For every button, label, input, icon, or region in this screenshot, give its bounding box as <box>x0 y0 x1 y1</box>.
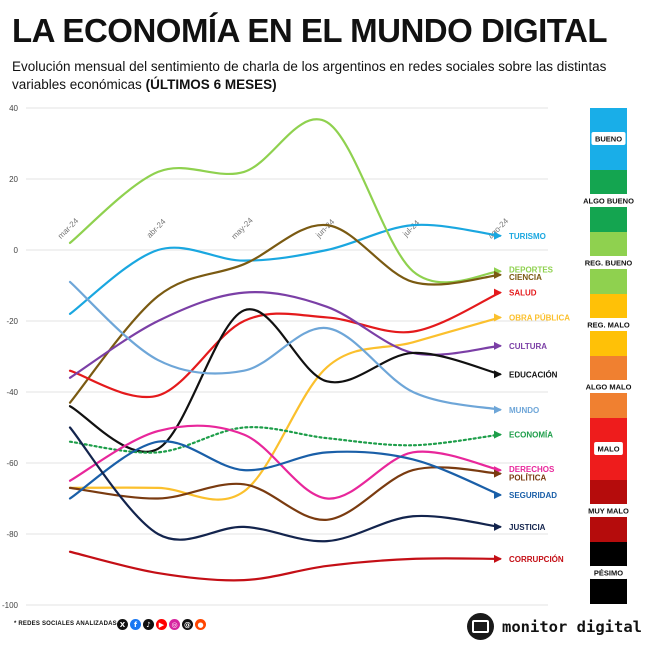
x-tick-label: jun-24 <box>313 217 336 240</box>
brand: monitor digital <box>467 613 642 640</box>
social-networks-note: * REDES SOCIALES ANALIZADAS <box>14 621 117 627</box>
series-arrow-corrupcion <box>494 554 502 563</box>
series-line-seguridad <box>68 440 502 500</box>
monitor-logo-icon <box>467 613 494 640</box>
scale-label-box <box>583 504 634 517</box>
scale-label-bueno: BUENO <box>595 135 622 144</box>
subtitle-text: Evolución mensual del sentimiento de cha… <box>12 59 607 92</box>
series-label-obra-publica: OBRA PÚBLICA <box>509 313 570 322</box>
page-subtitle: Evolución mensual del sentimiento de cha… <box>12 58 622 94</box>
series-label-turismo: TURISMO <box>509 232 546 241</box>
scale-label-box <box>581 318 636 331</box>
series-line-obra-publica <box>68 316 502 501</box>
series-label-economia: ECONOMÍA <box>509 431 553 440</box>
series-label-derechos: DERECHOS <box>509 465 555 474</box>
y-tick-label: -60 <box>6 459 18 468</box>
series-line-salud <box>68 291 502 399</box>
series-label-mundo: MUNDO <box>509 406 539 415</box>
series-line-politica <box>68 466 502 521</box>
scale-label-reg-malo: REG. MALO <box>587 321 630 330</box>
x-tick-label: may-24 <box>230 215 256 241</box>
x-icon: X <box>117 619 128 630</box>
scale-label-box <box>594 442 623 455</box>
y-tick-label: 40 <box>9 104 18 113</box>
facebook-icon: f <box>130 619 141 630</box>
y-tick-label: -100 <box>2 601 19 610</box>
scale-label-box <box>588 566 629 579</box>
y-tick-label: -40 <box>6 388 18 397</box>
y-tick-label: -80 <box>6 530 18 539</box>
series-arrow-seguridad <box>494 490 502 499</box>
scale-label-malo: MALO <box>597 445 619 454</box>
series-label-justicia: JUSTICIA <box>509 523 546 532</box>
x-tick-label: abr-24 <box>145 217 168 240</box>
series-line-economia <box>68 426 502 454</box>
series-line-educacion <box>68 308 502 453</box>
series-arrow-cultura <box>494 341 502 350</box>
instagram-icon: ◎ <box>169 619 180 630</box>
series-label-salud: SALUD <box>509 289 537 298</box>
series-line-deportes <box>68 118 502 284</box>
scale-label-box <box>581 380 636 393</box>
sentiment-scale-bar: BUENO ALGO BUENO REG. BUENO REG. MALO ALGO M… <box>578 108 639 604</box>
series-line-turismo <box>68 223 502 315</box>
scale-label-reg-bueno: REG. BUENO <box>585 259 633 268</box>
series-lines <box>68 118 502 582</box>
series-line-corrupcion <box>68 550 502 582</box>
x-tick-label: jul-24 <box>400 218 421 239</box>
series-label-deportes: DEPORTES <box>509 265 554 274</box>
series-label-politica: POLÍTICA <box>509 474 547 483</box>
youtube-icon: ▶ <box>156 619 167 630</box>
x-axis-labels: mar-24 abr-24 may-24 jun-24 jul-24 ago-24 <box>56 215 511 241</box>
y-tick-label: -20 <box>6 317 18 326</box>
series-label-ciencia: CIENCIA <box>509 273 542 282</box>
series-label-educacion: EDUCACIÓN <box>509 370 558 379</box>
reddit-icon: ● <box>195 619 206 630</box>
series-label-corrupcion: CORRUPCIÓN <box>509 555 564 564</box>
series-line-ciencia <box>68 224 502 404</box>
series-arrow-obra-publica <box>494 313 502 322</box>
subtitle-period: (ÚLTIMOS 6 MESES) <box>145 77 277 92</box>
series-arrow-turismo <box>494 231 502 240</box>
series-line-justicia <box>68 426 502 543</box>
page-title: LA ECONOMÍA EN EL MUNDO DIGITAL <box>12 12 607 49</box>
threads-icon: @ <box>182 619 193 630</box>
series-arrow-politica <box>494 469 502 478</box>
series-arrow-justicia <box>494 522 502 531</box>
y-axis-labels: 40 20 0 -20 -40 -60 -80 -100 <box>2 104 19 610</box>
scale-label-algo-malo: ALGO MALO <box>586 383 632 392</box>
scale-label-box <box>578 256 639 269</box>
tiktok-icon: ♪ <box>143 619 154 630</box>
series-arrow-salud <box>494 288 502 297</box>
series-arrow-ciencia <box>494 270 502 279</box>
series-label-cultura: CULTURA <box>509 342 547 351</box>
series-line-derechos <box>68 424 502 500</box>
series-label-seguridad: SEGURIDAD <box>509 491 557 500</box>
scale-label-algo-bueno: ALGO BUENO <box>583 197 634 206</box>
scale-label-muy-malo: MUY MALO <box>588 507 629 516</box>
scale-label-box <box>578 194 639 207</box>
series-arrow-educacion <box>494 370 502 379</box>
y-tick-label: 20 <box>9 175 18 184</box>
series-arrow-mundo <box>494 405 502 414</box>
series-arrow-economia <box>494 430 502 439</box>
series-line-mundo <box>68 280 502 411</box>
scale-label-pesimo: PÉSIMO <box>594 569 623 578</box>
brand-name: monitor digital <box>502 617 642 636</box>
scale-label-box <box>591 132 626 145</box>
y-tick-label: 0 <box>14 246 19 255</box>
